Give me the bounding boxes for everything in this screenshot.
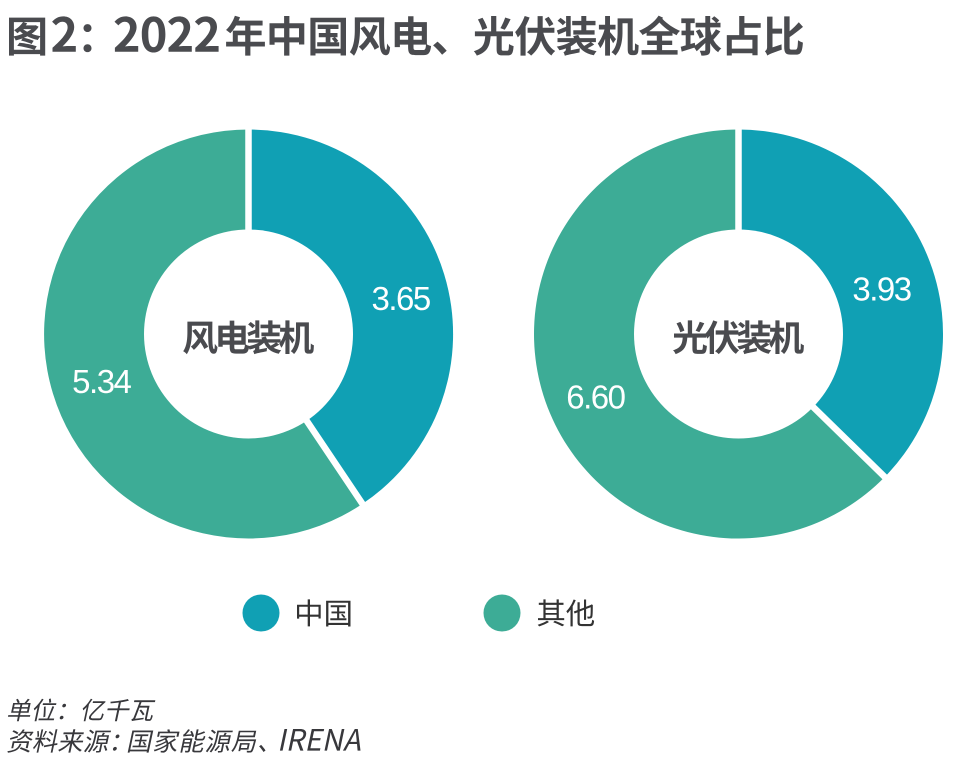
- svg-text:5.34: 5.34: [72, 363, 131, 400]
- svg-text:6.60: 6.60: [566, 379, 625, 416]
- svg-text:3.65: 3.65: [371, 280, 429, 317]
- svg-text:3.93: 3.93: [852, 271, 910, 308]
